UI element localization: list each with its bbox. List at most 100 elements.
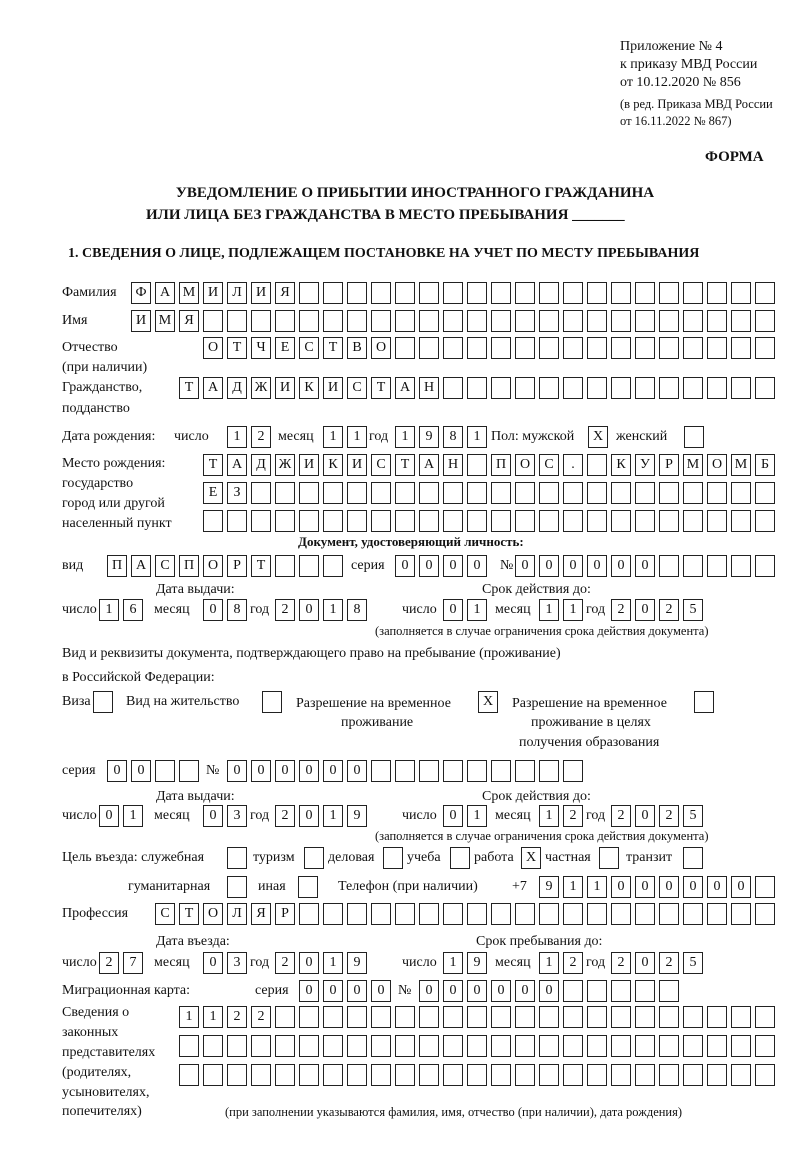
char-box-stay-year[interactable]: 0 bbox=[635, 952, 655, 974]
char-box-rd-number[interactable]: 0 bbox=[227, 760, 247, 782]
char-box-surname[interactable] bbox=[515, 282, 535, 304]
char-box-patronymic[interactable] bbox=[539, 337, 559, 359]
char-box-rd-issue-month[interactable]: 3 bbox=[227, 805, 247, 827]
char-box-name[interactable] bbox=[539, 310, 559, 332]
char-box-stay-year[interactable]: 5 bbox=[683, 952, 703, 974]
char-box-surname[interactable] bbox=[299, 282, 319, 304]
char-box-rd-valid-day[interactable]: 1 bbox=[467, 805, 487, 827]
char-box-legal-3[interactable] bbox=[443, 1064, 463, 1086]
char-box-id-issue-year[interactable]: 1 bbox=[323, 599, 343, 621]
checkbox-sex-male[interactable]: X bbox=[588, 426, 608, 448]
char-box-surname[interactable] bbox=[659, 282, 679, 304]
char-box-citizenship[interactable] bbox=[443, 377, 463, 399]
char-box-patronymic[interactable] bbox=[587, 337, 607, 359]
char-box-profession[interactable] bbox=[419, 903, 439, 925]
char-box-patronymic[interactable]: О bbox=[203, 337, 223, 359]
char-box-id-kind[interactable]: П bbox=[179, 555, 199, 577]
char-box-phone[interactable]: 1 bbox=[587, 876, 607, 898]
char-box-rd-number[interactable] bbox=[515, 760, 535, 782]
char-box-legal-2[interactable] bbox=[563, 1035, 583, 1057]
char-box-profession[interactable] bbox=[611, 903, 631, 925]
char-box-birthplace-3[interactable] bbox=[347, 510, 367, 532]
char-box-name[interactable]: М bbox=[155, 310, 175, 332]
char-box-name[interactable] bbox=[443, 310, 463, 332]
char-box-id-series[interactable]: 0 bbox=[443, 555, 463, 577]
char-box-birthplace-1[interactable]: М bbox=[683, 454, 703, 476]
char-box-profession[interactable] bbox=[467, 903, 487, 925]
char-box-rd-number[interactable] bbox=[443, 760, 463, 782]
char-box-rd-series[interactable]: 0 bbox=[107, 760, 127, 782]
char-box-birthplace-3[interactable] bbox=[395, 510, 415, 532]
char-box-legal-3[interactable] bbox=[539, 1064, 559, 1086]
char-box-name[interactable] bbox=[203, 310, 223, 332]
char-box-legal-2[interactable] bbox=[491, 1035, 511, 1057]
char-box-citizenship[interactable] bbox=[755, 377, 775, 399]
char-box-patronymic[interactable]: О bbox=[371, 337, 391, 359]
char-box-patronymic[interactable] bbox=[731, 337, 751, 359]
char-box-citizenship[interactable] bbox=[587, 377, 607, 399]
char-box-legal-3[interactable] bbox=[563, 1064, 583, 1086]
char-box-legal-3[interactable] bbox=[275, 1064, 295, 1086]
char-box-id-number[interactable]: 0 bbox=[563, 555, 583, 577]
char-box-patronymic[interactable] bbox=[515, 337, 535, 359]
char-box-rd-number[interactable] bbox=[539, 760, 559, 782]
char-box-birthplace-1[interactable]: Н bbox=[443, 454, 463, 476]
char-box-birthplace-3[interactable] bbox=[299, 510, 319, 532]
checkbox-p-private[interactable] bbox=[599, 847, 619, 869]
char-box-profession[interactable] bbox=[587, 903, 607, 925]
checkbox-trp[interactable]: X bbox=[478, 691, 498, 713]
char-box-mc-number[interactable] bbox=[563, 980, 583, 1002]
char-box-mc-series[interactable]: 0 bbox=[371, 980, 391, 1002]
char-box-birthplace-3[interactable] bbox=[371, 510, 391, 532]
char-box-citizenship[interactable]: Т bbox=[371, 377, 391, 399]
char-box-legal-2[interactable] bbox=[347, 1035, 367, 1057]
char-box-legal-2[interactable] bbox=[299, 1035, 319, 1057]
char-box-id-number[interactable]: 0 bbox=[539, 555, 559, 577]
char-box-patronymic[interactable] bbox=[491, 337, 511, 359]
char-box-legal-2[interactable] bbox=[203, 1035, 223, 1057]
char-box-birthplace-1[interactable]: М bbox=[731, 454, 751, 476]
char-box-birthplace-1[interactable]: А bbox=[227, 454, 247, 476]
char-box-citizenship[interactable] bbox=[659, 377, 679, 399]
char-box-id-kind[interactable]: С bbox=[155, 555, 175, 577]
char-box-id-series[interactable]: 0 bbox=[467, 555, 487, 577]
char-box-legal-3[interactable] bbox=[515, 1064, 535, 1086]
char-box-legal-1[interactable] bbox=[275, 1006, 295, 1028]
char-box-profession[interactable]: Т bbox=[179, 903, 199, 925]
char-box-legal-2[interactable] bbox=[683, 1035, 703, 1057]
char-box-profession[interactable] bbox=[395, 903, 415, 925]
char-box-id-valid-year[interactable]: 0 bbox=[635, 599, 655, 621]
char-box-legal-2[interactable] bbox=[611, 1035, 631, 1057]
char-box-surname[interactable] bbox=[347, 282, 367, 304]
char-box-birthplace-2[interactable]: Е bbox=[203, 482, 223, 504]
char-box-legal-3[interactable] bbox=[659, 1064, 679, 1086]
char-box-legal-2[interactable] bbox=[659, 1035, 679, 1057]
char-box-id-number[interactable]: 0 bbox=[587, 555, 607, 577]
char-box-name[interactable] bbox=[515, 310, 535, 332]
char-box-birthplace-3[interactable] bbox=[563, 510, 583, 532]
char-box-birth-month[interactable]: 1 bbox=[347, 426, 367, 448]
char-box-citizenship[interactable]: Н bbox=[419, 377, 439, 399]
checkbox-visa[interactable] bbox=[93, 691, 113, 713]
char-box-birthplace-1[interactable]: П bbox=[491, 454, 511, 476]
char-box-legal-3[interactable] bbox=[635, 1064, 655, 1086]
char-box-birthplace-1[interactable]: И bbox=[299, 454, 319, 476]
char-box-profession[interactable] bbox=[659, 903, 679, 925]
char-box-profession[interactable] bbox=[323, 903, 343, 925]
char-box-legal-1[interactable] bbox=[323, 1006, 343, 1028]
char-box-legal-2[interactable] bbox=[275, 1035, 295, 1057]
char-box-legal-1[interactable] bbox=[515, 1006, 535, 1028]
char-box-surname[interactable]: А bbox=[155, 282, 175, 304]
char-box-citizenship[interactable] bbox=[467, 377, 487, 399]
char-box-legal-3[interactable] bbox=[731, 1064, 751, 1086]
char-box-citizenship[interactable] bbox=[491, 377, 511, 399]
char-box-legal-3[interactable] bbox=[251, 1064, 271, 1086]
char-box-legal-2[interactable] bbox=[419, 1035, 439, 1057]
checkbox-trp-edu[interactable] bbox=[694, 691, 714, 713]
char-box-surname[interactable] bbox=[395, 282, 415, 304]
char-box-id-valid-year[interactable]: 2 bbox=[659, 599, 679, 621]
char-box-legal-1[interactable] bbox=[563, 1006, 583, 1028]
char-box-legal-2[interactable] bbox=[467, 1035, 487, 1057]
char-box-birthplace-3[interactable] bbox=[419, 510, 439, 532]
char-box-patronymic[interactable] bbox=[707, 337, 727, 359]
